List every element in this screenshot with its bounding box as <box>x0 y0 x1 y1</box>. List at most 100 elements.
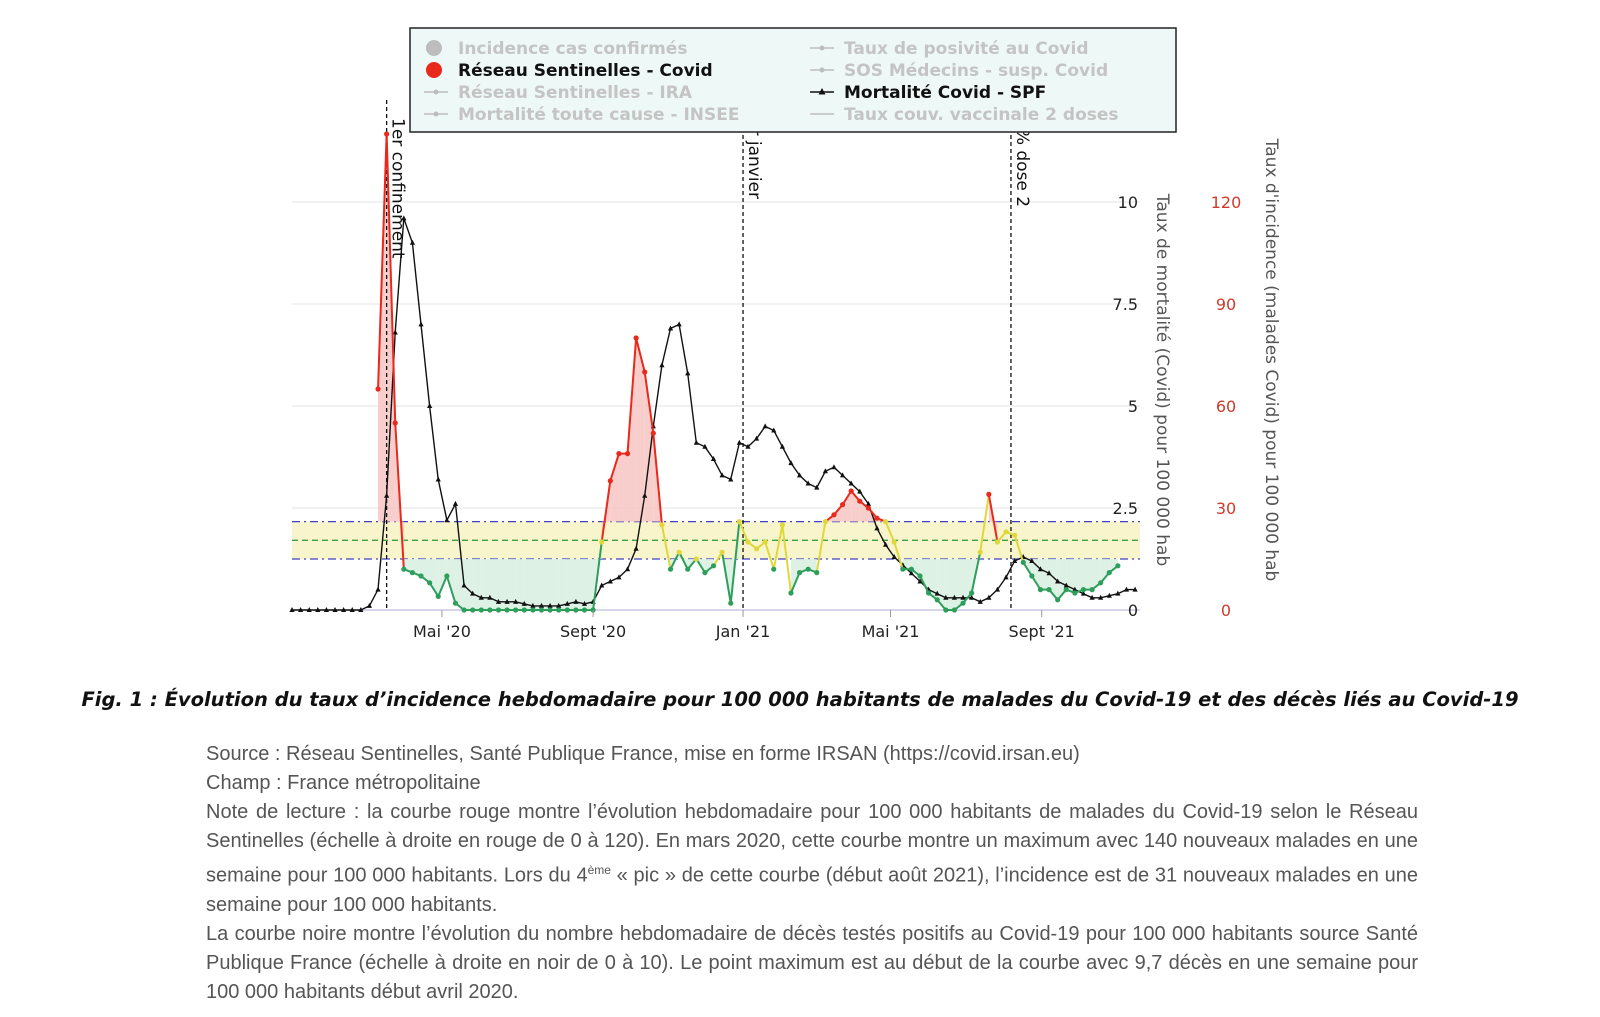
mortality-point <box>934 590 940 596</box>
incidence-line-segment <box>764 541 775 570</box>
incidence-fill-segment <box>584 559 594 610</box>
incidence-point <box>1115 563 1121 569</box>
reading-note-red-part2: « pic » de cette courbe (début août 2021… <box>206 864 1418 916</box>
x-tick-label: Jan '21 <box>715 622 771 641</box>
incidence-fill-segment <box>928 559 938 600</box>
incidence-point <box>693 556 699 562</box>
incidence-fill-segment <box>610 453 619 522</box>
mortality-point <box>1055 578 1061 584</box>
mortality-point <box>1115 590 1121 596</box>
incidence-point <box>951 607 958 613</box>
mortality-point <box>624 566 631 572</box>
mortality-point <box>1003 574 1009 580</box>
incidence-point <box>908 566 915 572</box>
incidence-line-segment <box>781 524 792 594</box>
mortality-point <box>384 492 390 498</box>
incidence-fill-segment <box>704 559 714 573</box>
mortality-point <box>969 594 975 600</box>
mortality-point <box>521 600 527 606</box>
incidence-line-segment <box>385 133 397 424</box>
legend-entry-label: Réseau Sentinelles - IRA <box>458 83 693 103</box>
incidence-point <box>461 607 467 613</box>
incidence-point <box>504 607 510 613</box>
incidence-fill-segment <box>541 559 551 610</box>
incidence-fill-segment <box>455 559 465 610</box>
incidence-point <box>1012 532 1018 538</box>
figure-notes: Source : Réseau Sentinelles, Santé Publi… <box>206 740 1418 1007</box>
incidence-point <box>702 570 708 576</box>
incidence-line-segment <box>1013 534 1025 563</box>
x-tick-label: Sept '21 <box>1009 622 1075 641</box>
incidence-tick-label: 30 <box>1216 499 1236 518</box>
incidence-fill-segment <box>842 491 852 522</box>
incidence-point <box>848 488 854 494</box>
incidence-fill-segment <box>920 559 929 593</box>
incidence-point <box>831 512 837 518</box>
incidence-point <box>1098 580 1104 586</box>
mortality-point <box>633 545 639 551</box>
mortality-point <box>418 321 424 327</box>
incidence-line-segment <box>815 521 827 573</box>
incidence-fill-segment <box>1040 559 1050 590</box>
incidence-line-segment <box>712 551 723 567</box>
mortality-point <box>883 541 889 547</box>
incidence-point <box>1020 559 1026 566</box>
mortality-point <box>289 607 295 612</box>
mortality-point <box>452 500 459 506</box>
incidence-line-segment <box>669 551 681 570</box>
incidence-fill-segment <box>558 559 568 610</box>
incidence-line-segment <box>437 575 448 597</box>
incidence-point <box>943 607 949 613</box>
mortality-point <box>788 460 794 466</box>
incidence-point <box>1080 587 1087 593</box>
incidence-point <box>1089 587 1095 593</box>
annotation-label: er janvier <box>744 118 764 199</box>
mortality-point <box>1132 586 1138 592</box>
mortality-point <box>702 443 708 449</box>
incidence-point <box>994 539 1001 545</box>
legend-marker-dot <box>433 111 439 117</box>
incidence-line-segment <box>377 133 388 390</box>
legend-entry-label: Réseau Sentinelles - Covid <box>458 61 713 81</box>
incidence-point <box>969 590 975 596</box>
legend-entry-label: Mortalité Covid - SPF <box>844 83 1046 103</box>
incidence-point <box>573 607 579 613</box>
incidence-fill-segment <box>1066 559 1075 593</box>
incidence-point <box>1072 590 1078 596</box>
incidence-point <box>1063 587 1069 593</box>
mortality-point <box>908 570 915 576</box>
incidence-point <box>1037 587 1044 593</box>
incidence-line-segment <box>592 541 603 611</box>
champ-line: Champ : France métropolitaine <box>206 772 481 794</box>
incidence-point <box>771 566 777 572</box>
incidence-point <box>444 573 450 579</box>
mortality-point <box>685 370 691 376</box>
mortality-point <box>1098 594 1104 600</box>
figure-caption: Fig. 1 : Évolution du taux d’incidence h… <box>81 688 1519 711</box>
mortality-point <box>1072 586 1078 592</box>
mortality-point <box>513 598 519 604</box>
incidence-point <box>667 566 674 572</box>
incidence-fill-segment <box>507 559 516 610</box>
mortality-point <box>616 574 622 580</box>
incidence-tick-label: 0 <box>1221 601 1231 620</box>
incidence-point <box>865 505 871 511</box>
axes: 0 2.5 5 7.5 10 0 30 60 90 120 Mai '20 Sept '20 Jan '… <box>413 138 1281 641</box>
incidence-line-segment <box>841 490 853 506</box>
incidence-fill-segment <box>524 559 533 610</box>
incidence-point <box>375 386 381 392</box>
mortality-point <box>977 598 983 604</box>
incidence-point <box>805 566 811 572</box>
incidence-point <box>650 430 656 436</box>
incidence-point <box>495 607 502 613</box>
incidence-line-segment <box>729 521 741 604</box>
incidence-point <box>883 519 889 525</box>
incidence-point <box>392 420 398 426</box>
incidence-point <box>452 600 459 606</box>
incidence-tick-label: 90 <box>1216 295 1236 314</box>
mortality-point <box>547 602 553 608</box>
incidence-point <box>839 502 846 508</box>
incidence-fill-segment <box>515 559 525 610</box>
mortality-point <box>831 464 837 470</box>
incidence-line-segment <box>738 521 749 543</box>
